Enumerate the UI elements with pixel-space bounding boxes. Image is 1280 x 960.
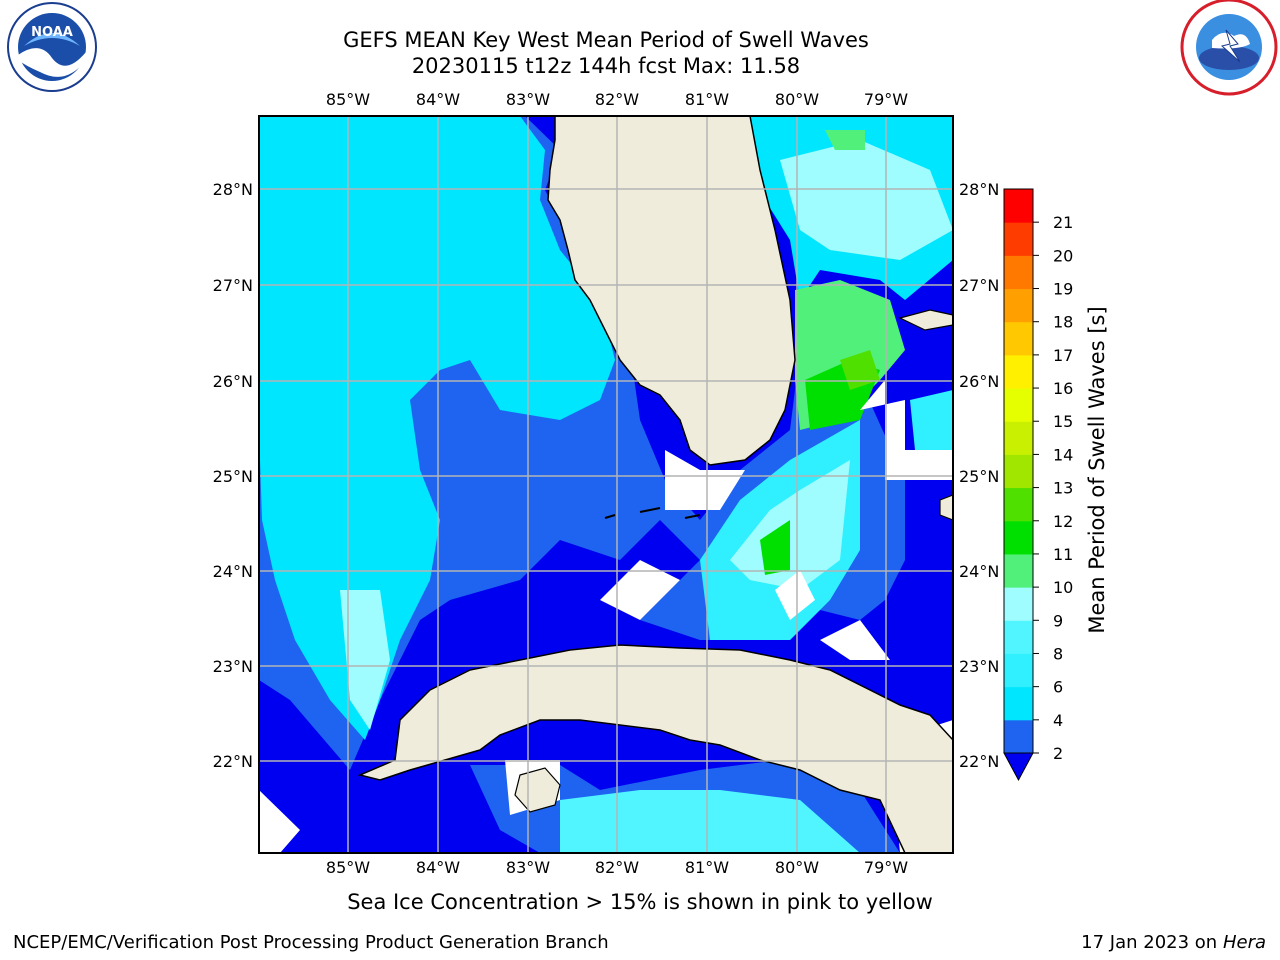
footer-date: 17 Jan 2023 on Hera: [1081, 932, 1266, 953]
colorbar-frame: [1003, 188, 1034, 754]
florida-land: [547, 115, 796, 466]
lat-tick-left: 25°N: [213, 467, 253, 486]
footer-credit: NCEP/EMC/Verification Post Processing Pr…: [13, 932, 609, 953]
lon-tick-bottom: 83°W: [506, 858, 550, 877]
colorbar-tick-label: 6: [1053, 678, 1063, 697]
colorbar-tick-label: 15: [1053, 412, 1073, 431]
colorbar-tick-label: 20: [1053, 246, 1073, 265]
colorbar-tick-label: 9: [1053, 611, 1063, 630]
map-gridlines: [259, 116, 953, 853]
footer-date-text: 17 Jan 2023 on: [1081, 932, 1223, 953]
colorbar-tick-label: 10: [1053, 578, 1073, 597]
nws-logo-icon: [1180, 0, 1278, 96]
lon-tick-bottom: 85°W: [326, 858, 370, 877]
colorbar-segment: [1004, 520, 1033, 555]
lon-tick-top: 84°W: [416, 90, 460, 109]
colorbar-segment: [1004, 653, 1033, 688]
lon-tick-top: 79°W: [864, 90, 908, 109]
colorbar-segment: [1004, 454, 1033, 489]
colorbar-tick-label: 16: [1053, 379, 1073, 398]
sea-ice-note: Sea Ice Concentration > 15% is shown in …: [347, 890, 933, 914]
colorbar-segment: [1004, 587, 1033, 621]
lon-tick-top: 81°W: [685, 90, 729, 109]
footer-machine: Hera: [1222, 932, 1266, 953]
colorbar-tick-label: 12: [1053, 512, 1073, 531]
lon-tick-bottom: 82°W: [595, 858, 639, 877]
colorbar-segment: [1004, 719, 1033, 754]
lat-tick-right: 28°N: [959, 180, 999, 199]
lon-tick-top: 83°W: [506, 90, 550, 109]
lon-tick-top: 82°W: [595, 90, 639, 109]
lat-tick-left: 27°N: [213, 276, 253, 295]
map-subtitle: 20230115 t12z 144h fcst Max: 11.58: [411, 54, 801, 78]
colorbar-tick-label: 18: [1053, 313, 1073, 332]
lon-tick-bottom: 80°W: [775, 858, 819, 877]
lat-tick-left: 22°N: [213, 752, 253, 771]
colorbar-segment: [1004, 354, 1033, 389]
lon-tick-top: 85°W: [326, 90, 370, 109]
colorbar-segment: [1004, 421, 1033, 455]
colorbar: 2 4 6 8 9 10 11 12 13 14 15 16 17 18 19 20 21: [1003, 188, 1073, 782]
lat-tick-right: 22°N: [959, 752, 999, 771]
colorbar-segment: [1004, 620, 1033, 654]
colorbar-segment: [1004, 255, 1033, 290]
colorbar-tick-label: 21: [1053, 213, 1073, 232]
map-frame: [258, 115, 954, 854]
colorbar-segment: [1004, 189, 1033, 223]
colorbar-tick-label: 19: [1053, 280, 1073, 299]
lat-tick-left: 28°N: [213, 180, 253, 199]
noaa-logo-icon: NOAA: [7, 2, 97, 92]
lat-tick-right: 23°N: [959, 657, 999, 676]
colorbar-tick-label: 13: [1053, 479, 1073, 498]
colorbar-tick-label: 14: [1053, 445, 1073, 464]
lat-tick-right: 24°N: [959, 562, 999, 581]
lat-tick-left: 24°N: [213, 562, 253, 581]
lat-tick-right: 27°N: [959, 276, 999, 295]
colorbar-tick-label: 8: [1053, 644, 1063, 663]
lon-tick-bottom: 79°W: [864, 858, 908, 877]
colorbar-segment: [1004, 686, 1033, 721]
colorbar-segment: [1004, 388, 1033, 422]
colorbar-extend-arrow: [1003, 752, 1034, 782]
colorbar-tick-label: 11: [1053, 545, 1073, 564]
lat-tick-right: 26°N: [959, 372, 999, 391]
colorbar-tick-label: 4: [1053, 711, 1063, 730]
colorbar-segment: [1004, 487, 1033, 522]
colorbar-tick-label: 2: [1053, 744, 1063, 763]
map-title: GEFS MEAN Key West Mean Period of Swell …: [343, 28, 869, 52]
colorbar-segment: [1004, 553, 1033, 588]
lon-tick-bottom: 84°W: [416, 858, 460, 877]
lat-tick-right: 25°N: [959, 467, 999, 486]
lat-tick-left: 26°N: [213, 372, 253, 391]
colorbar-segment: [1004, 288, 1033, 323]
colorbar-tick-label: 17: [1053, 346, 1073, 365]
colorbar-segment: [1004, 321, 1033, 356]
lat-tick-left: 23°N: [213, 657, 253, 676]
noaa-logo-text: NOAA: [31, 25, 73, 40]
lon-tick-bottom: 81°W: [685, 858, 729, 877]
lon-tick-top: 80°W: [775, 90, 819, 109]
colorbar-segment: [1004, 222, 1033, 256]
colorbar-label: Mean Period of Swell Waves [s]: [1085, 306, 1109, 634]
